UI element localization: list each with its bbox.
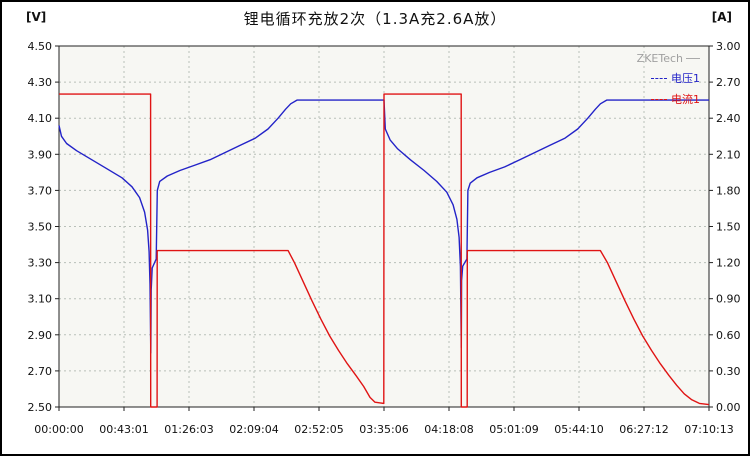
left-axis-unit: [V]: [26, 10, 47, 24]
right-axis-unit: [A]: [711, 10, 732, 24]
chart-title: 锂电循环充放2次（1.3A充2.6A放）: [243, 10, 507, 28]
legend-label-current: 电流1: [671, 93, 700, 106]
right-y-tick-label: 0.60: [716, 329, 741, 342]
right-y-tick-label: 0.00: [716, 401, 741, 414]
left-y-tick-label: 2.90: [28, 329, 53, 342]
legend-item-current: 电流1: [651, 91, 700, 107]
x-tick-label: 03:35:06: [359, 423, 408, 436]
left-y-tick-label: 4.30: [28, 76, 53, 89]
voltage-line-swatch: [651, 77, 667, 79]
right-y-tick-label: 0.90: [716, 293, 741, 306]
x-tick-label: 06:27:12: [619, 423, 668, 436]
x-tick-label: 04:18:08: [424, 423, 473, 436]
legend-label-voltage: 电压1: [671, 72, 700, 85]
legend-item-voltage: 电压1: [651, 70, 700, 86]
series-line-voltage-1: [58, 99, 709, 354]
left-y-tick-label: 3.90: [28, 148, 53, 161]
right-y-tick-label: 3.00: [716, 40, 741, 53]
left-y-tick-label: 4.10: [28, 112, 53, 125]
x-tick-label: 05:01:09: [489, 423, 538, 436]
x-tick-label: 00:43:01: [99, 423, 148, 436]
right-y-tick-label: 0.30: [716, 365, 741, 378]
right-y-tick-label: 2.40: [716, 112, 741, 125]
left-y-tick-label: 2.70: [28, 365, 53, 378]
x-tick-label: 00:00:00: [34, 423, 83, 436]
left-y-tick-label: 3.50: [28, 221, 53, 234]
x-tick-label: 05:44:10: [554, 423, 603, 436]
current-line-swatch: [651, 98, 667, 100]
left-y-tick-label: 4.50: [28, 40, 53, 53]
left-y-tick-label: 3.30: [28, 257, 53, 270]
right-y-tick-label: 1.80: [716, 184, 741, 197]
right-y-tick-label: 1.20: [716, 257, 741, 270]
right-y-tick-label: 2.70: [716, 76, 741, 89]
watermark-label: ZKETech: [636, 52, 683, 65]
left-y-tick-label: 2.50: [28, 401, 53, 414]
x-tick-label: 02:52:05: [294, 423, 343, 436]
right-y-tick-label: 1.50: [716, 221, 741, 234]
left-y-tick-label: 3.70: [28, 184, 53, 197]
x-tick-label: 07:10:13: [684, 423, 733, 436]
series-line-current-1: [59, 93, 710, 408]
left-y-tick-label: 3.10: [28, 293, 53, 306]
legend: ZKETech 电压1 电流1: [637, 52, 700, 107]
x-tick-label: 02:09:04: [229, 423, 278, 436]
x-tick-label: 01:26:03: [164, 423, 213, 436]
right-y-tick-label: 2.10: [716, 148, 741, 161]
plot-border: [58, 45, 710, 408]
watermark-line: [686, 58, 700, 59]
watermark: ZKETech: [637, 52, 700, 65]
